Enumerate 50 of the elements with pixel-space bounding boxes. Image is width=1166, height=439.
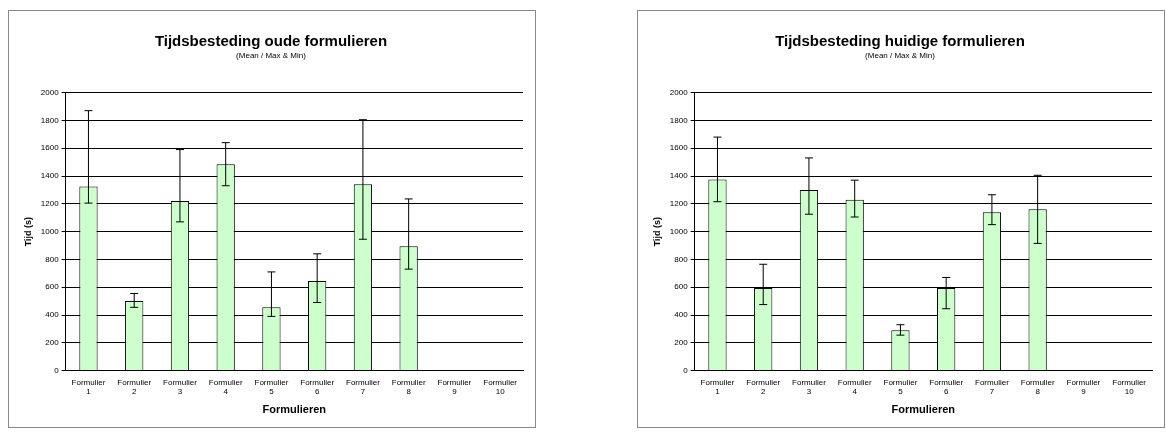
y-tick-label: 600 bbox=[45, 282, 60, 292]
x-axis-title: Formulieren bbox=[891, 403, 956, 416]
y-tick-label: 0 bbox=[54, 365, 60, 375]
y-tick-label: 0 bbox=[683, 365, 689, 375]
y-tick-label: 1800 bbox=[669, 115, 689, 125]
x-tick-label: Formulier 9 bbox=[437, 377, 472, 397]
y-tick-label: 1200 bbox=[40, 199, 60, 208]
y-tick-label: 1600 bbox=[40, 143, 60, 153]
x-tick-label: Formulier 8 bbox=[391, 377, 426, 397]
x-tick-label: Formulier 10 bbox=[483, 377, 518, 397]
x-tick-label: Formulier 1 bbox=[71, 377, 106, 397]
chart-title: Tijdsbesteding oude formulieren bbox=[154, 32, 388, 50]
x-tick-label: Formulier 9 bbox=[1066, 377, 1101, 397]
y-tick-label: 400 bbox=[45, 310, 60, 320]
x-tick-label: Formulier 1 bbox=[700, 377, 735, 397]
y-tick-label: 2000 bbox=[669, 87, 689, 97]
chart-subtitle: (Mean / Max & Min) bbox=[236, 51, 307, 60]
chart-title: Tijdsbesteding huidige formulieren bbox=[775, 32, 1025, 50]
y-tick-label: 1000 bbox=[669, 226, 689, 236]
x-tick-label: Formulier 2 bbox=[117, 377, 152, 397]
y-axis-title: Tijd (s) bbox=[22, 216, 33, 247]
x-tick-label: Formulier 7 bbox=[346, 377, 381, 397]
chart-subtitle: (Mean / Max & Min) bbox=[865, 51, 936, 60]
y-tick-label: 800 bbox=[674, 254, 689, 264]
x-axis-title: Formulieren bbox=[262, 403, 327, 416]
y-tick-label: 1800 bbox=[40, 115, 60, 125]
x-tick-label: Formulier 5 bbox=[883, 377, 918, 397]
x-tick-label: Formulier 2 bbox=[746, 377, 781, 397]
x-tick-label: Formulier 5 bbox=[254, 377, 289, 397]
x-tick-label: Formulier 7 bbox=[975, 377, 1010, 397]
x-tick-label: Formulier 3 bbox=[792, 377, 827, 397]
x-tick-label: Formulier 6 bbox=[929, 377, 964, 397]
y-tick-label: 600 bbox=[674, 282, 689, 292]
y-tick-label: 1600 bbox=[669, 143, 689, 153]
y-tick-label: 2000 bbox=[40, 87, 60, 97]
y-tick-label: 1400 bbox=[669, 171, 689, 181]
x-tick-label: Formulier 4 bbox=[208, 377, 243, 397]
y-tick-label: 200 bbox=[45, 338, 60, 347]
y-tick-label: 800 bbox=[45, 254, 60, 264]
x-tick-label: Formulier 4 bbox=[837, 377, 872, 397]
y-tick-label: 200 bbox=[674, 338, 689, 347]
x-tick-label: Formulier 3 bbox=[163, 377, 198, 397]
x-tick-label: Formulier 10 bbox=[1112, 377, 1147, 397]
x-tick-label: Formulier 6 bbox=[300, 377, 335, 397]
y-tick-label: 400 bbox=[674, 310, 689, 320]
y-tick-label: 1400 bbox=[40, 171, 60, 181]
y-tick-label: 1000 bbox=[40, 226, 60, 236]
y-tick-label: 1200 bbox=[669, 199, 689, 208]
x-tick-label: Formulier 8 bbox=[1020, 377, 1055, 397]
y-axis-title: Tijd (s) bbox=[651, 216, 662, 247]
